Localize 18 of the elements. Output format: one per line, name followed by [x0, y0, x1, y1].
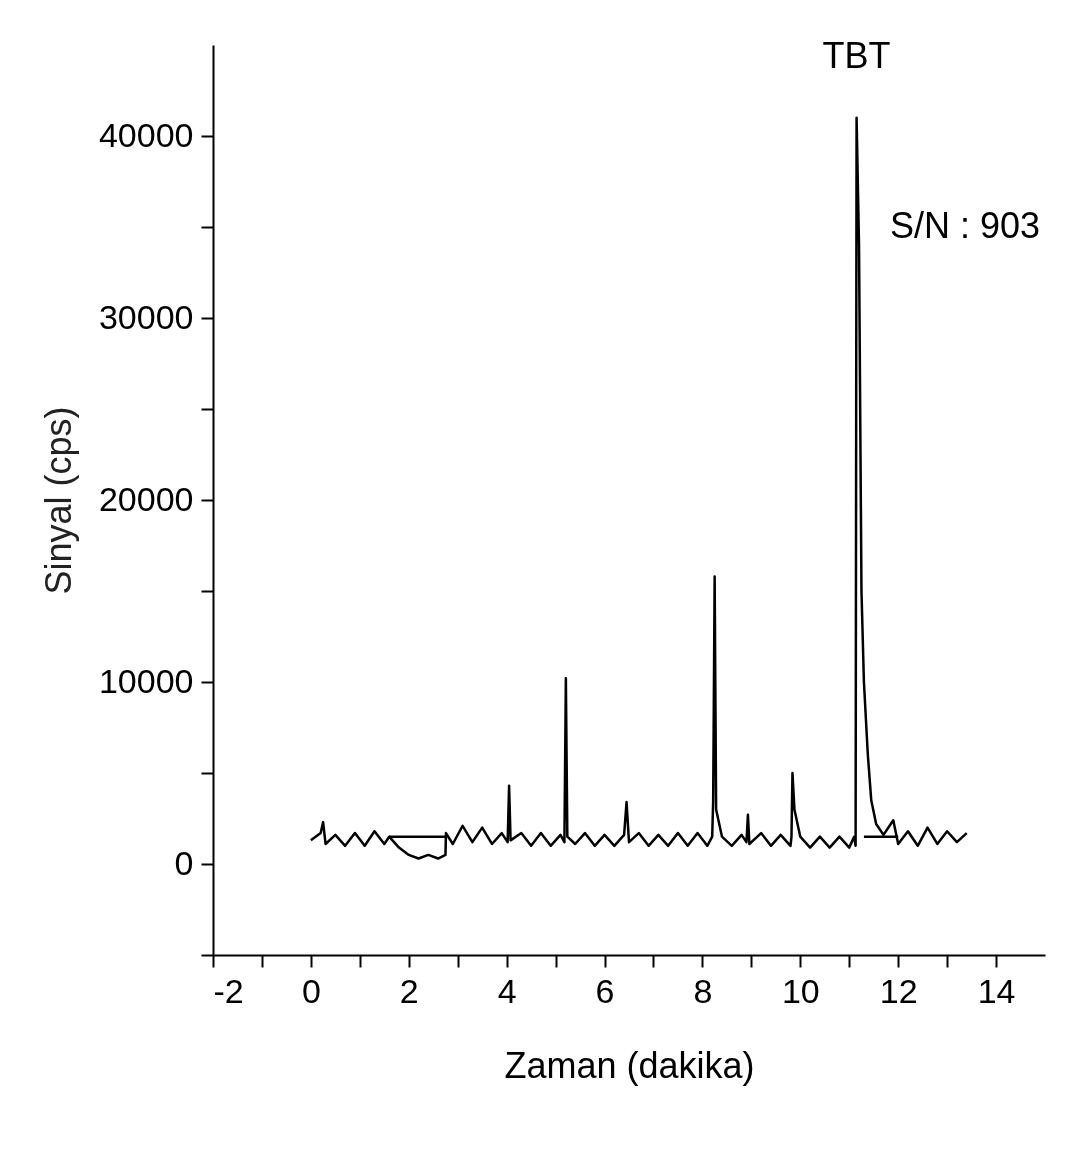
x-tick-label: 14	[977, 971, 1016, 1010]
x-axis-title: Zaman (dakika)	[504, 1044, 755, 1086]
y-axis-title: Sinyal (cps)	[37, 406, 79, 595]
annotation: S/N : 903	[889, 205, 1040, 246]
y-tick-label: 0	[174, 843, 194, 882]
x-tick-label: 2	[399, 971, 419, 1010]
x-tick-label: 0	[301, 971, 321, 1010]
y-tick-label: 10000	[98, 661, 194, 700]
x-tick-label: 6	[595, 971, 615, 1010]
y-tick-label: 40000	[98, 115, 194, 154]
x-tick-label: -2	[213, 971, 244, 1010]
x-tick-label: 10	[781, 971, 820, 1010]
x-tick-label: 8	[693, 971, 713, 1010]
x-tick-label: 12	[879, 971, 918, 1010]
annotation: TBT	[822, 34, 891, 76]
y-tick-label: 30000	[98, 297, 194, 336]
x-tick-label: 4	[497, 971, 517, 1010]
y-tick-label: 20000	[98, 479, 194, 518]
